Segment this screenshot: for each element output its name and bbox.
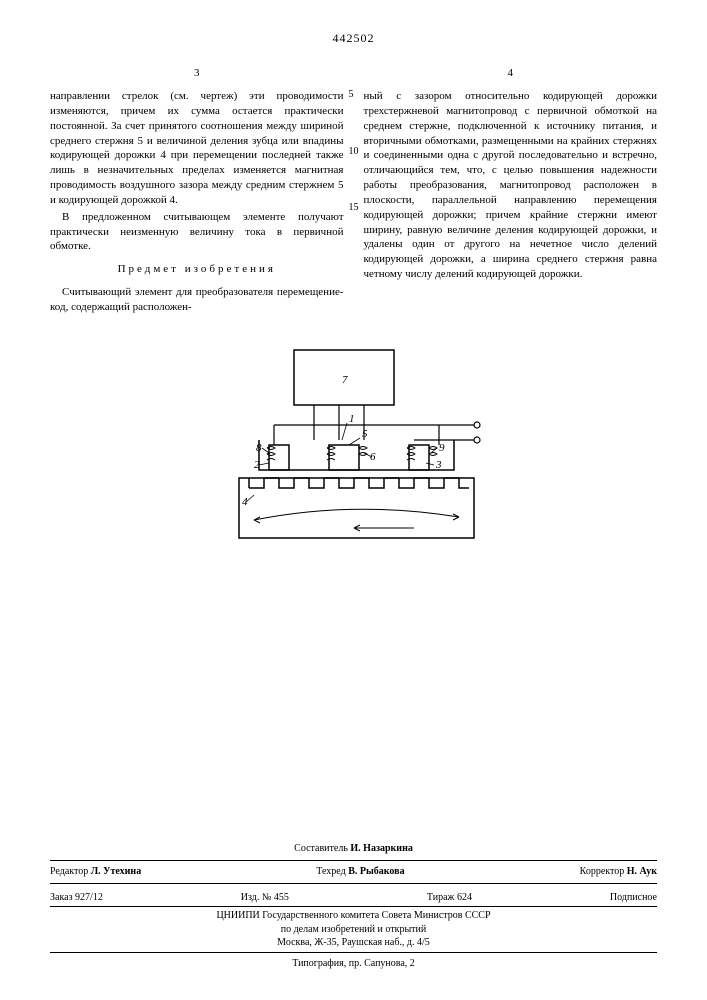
subject-header: Предмет изобретения xyxy=(50,262,344,277)
fig-label-1: 1 xyxy=(349,413,355,425)
left-paragraph-1: направлении стрелок (см. чертеж) эти про… xyxy=(50,89,344,208)
composer-label: Составитель xyxy=(294,843,348,854)
diagram-svg: 7 1 5 8 2 6 9 3 4 xyxy=(214,345,494,575)
org3: Москва, Ж-35, Раушская наб., д. 4/5 xyxy=(50,936,657,950)
credits-three: Редактор Л. Утехина Техред В. Рыбакова К… xyxy=(50,860,657,884)
tirazh: Тираж 624 xyxy=(427,891,472,905)
fig-label-8: 8 xyxy=(256,442,262,454)
col-num-left: 3 xyxy=(50,66,344,81)
techred: Техред В. Рыбакова xyxy=(316,865,404,879)
org1: ЦНИИПИ Государственного комитета Совета … xyxy=(50,909,657,923)
fig-label-4: 4 xyxy=(242,496,248,508)
org-info: ЦНИИПИ Государственного комитета Совета … xyxy=(50,907,657,953)
typography: Типография, пр. Сапунова, 2 xyxy=(50,953,657,971)
editor: Редактор Л. Утехина xyxy=(50,865,141,879)
fig-label-9: 9 xyxy=(439,442,445,454)
left-paragraph-3: Считывающий элемент для преобразователя … xyxy=(50,285,344,315)
podpisnoe: Подписное xyxy=(610,891,657,905)
fig-label-6: 6 xyxy=(370,451,376,463)
izd: Изд. № 455 xyxy=(241,891,289,905)
composer-row: Составитель И. Назаркина xyxy=(50,842,657,856)
figure: 7 1 5 8 2 6 9 3 4 xyxy=(50,345,657,575)
col-num-right: 4 xyxy=(364,66,658,81)
line-num: 10 xyxy=(349,145,359,159)
left-column: 3 направлении стрелок (см. чертеж) эти п… xyxy=(50,66,344,315)
fig-label-3: 3 xyxy=(435,459,442,471)
line-num: 5 xyxy=(349,88,359,102)
fig-label-5: 5 xyxy=(362,428,368,440)
patent-number: 442502 xyxy=(50,30,657,46)
order-row: Заказ 927/12 Изд. № 455 Тираж 624 Подпис… xyxy=(50,889,657,908)
right-column: 4 ный с зазором относительно кодирующей … xyxy=(364,66,658,315)
org2: по делам изобретений и открытий xyxy=(50,923,657,937)
order: Заказ 927/12 xyxy=(50,891,103,905)
line-num: 15 xyxy=(349,201,359,215)
left-paragraph-2: В предложенном считывающем элементе полу… xyxy=(50,210,344,255)
footer: Составитель И. Назаркина Редактор Л. Уте… xyxy=(50,842,657,971)
line-numbers: 5 10 15 xyxy=(349,88,359,215)
fig-label-7: 7 xyxy=(342,374,348,386)
right-paragraph: ный с зазором относительно кодирующей до… xyxy=(364,89,658,282)
composer-name: И. Назаркина xyxy=(350,843,412,854)
corrector: Корректор Н. Аук xyxy=(580,865,657,879)
